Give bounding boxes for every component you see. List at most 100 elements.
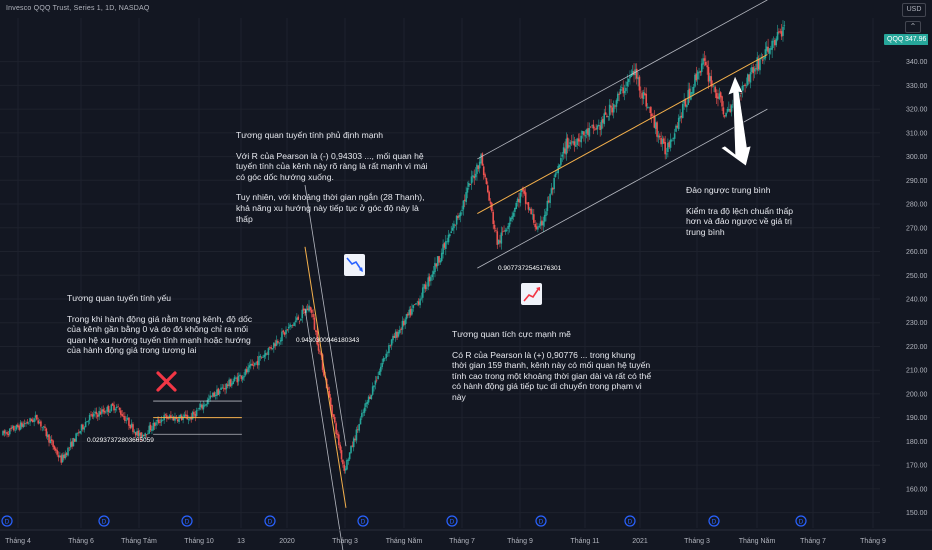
candle (645, 87, 648, 111)
candle (603, 108, 606, 127)
candle (301, 304, 304, 323)
candle (575, 138, 577, 147)
candle (40, 419, 42, 431)
candle (168, 414, 171, 420)
candle (129, 424, 132, 430)
chart-increasing-icon (521, 283, 542, 305)
candle (141, 432, 144, 440)
symbol-price-tag: QQQ (884, 34, 907, 45)
candle (185, 410, 187, 419)
candle (759, 54, 761, 75)
candle (507, 222, 509, 235)
candle (718, 87, 721, 101)
candle (42, 425, 45, 431)
candle (717, 89, 719, 107)
candle (699, 70, 702, 76)
candle (22, 421, 25, 429)
svg-text:D: D (450, 519, 455, 526)
candle (408, 306, 411, 319)
candle (484, 172, 486, 180)
candle (732, 99, 734, 108)
candle (485, 177, 488, 185)
candle (355, 426, 358, 444)
y-tick-label: 170.00 (906, 463, 928, 470)
candle (635, 63, 638, 85)
candle (237, 372, 240, 386)
candle (407, 311, 409, 318)
candle (493, 220, 496, 233)
candle (577, 133, 580, 147)
candle (474, 167, 477, 181)
y-tick-label: 300.00 (906, 154, 928, 161)
candle (273, 342, 275, 353)
candle (453, 220, 455, 234)
candle (3, 429, 6, 437)
candle (710, 69, 713, 94)
candle (380, 363, 382, 376)
candle (646, 103, 649, 109)
candle (152, 419, 155, 432)
candle (145, 434, 148, 439)
candle (268, 346, 271, 350)
candle (342, 459, 344, 468)
candle (138, 429, 141, 439)
candle (247, 363, 249, 375)
candle (96, 412, 99, 421)
candle (541, 216, 543, 231)
candle (36, 414, 38, 421)
dividend-marker: D (1, 515, 13, 527)
candle (279, 337, 282, 345)
candle (388, 343, 390, 357)
candle (755, 64, 757, 75)
candle (587, 122, 589, 142)
channel-bound (304, 308, 344, 550)
candle (72, 437, 75, 447)
candle (377, 371, 379, 380)
candle (686, 104, 688, 113)
candle (148, 422, 151, 434)
candle (155, 419, 157, 430)
candle (570, 134, 573, 146)
candle (430, 275, 432, 286)
candle (779, 28, 782, 34)
candle (88, 413, 91, 425)
candle (384, 357, 386, 362)
candle (344, 465, 347, 474)
candle (543, 208, 546, 227)
candle (692, 84, 695, 96)
y-tick-label: 270.00 (906, 225, 928, 232)
candle (258, 351, 260, 370)
candle (427, 273, 430, 291)
dividend-marker: D (181, 515, 193, 527)
candle (312, 309, 314, 320)
candle (447, 229, 450, 245)
svg-text:D: D (102, 519, 107, 526)
candle (660, 131, 662, 147)
candle (412, 304, 415, 312)
candle (423, 283, 425, 293)
candle (193, 408, 195, 418)
candle (101, 406, 103, 417)
candle (623, 84, 626, 101)
candle (194, 410, 197, 422)
candle (619, 85, 622, 95)
candle (681, 100, 684, 119)
candle (254, 362, 256, 367)
candle (415, 303, 417, 306)
candle (547, 196, 550, 204)
currency-button[interactable]: USD (902, 3, 926, 17)
candle (673, 128, 676, 145)
candle (144, 432, 146, 440)
candle (45, 427, 48, 439)
expand-icon[interactable]: ⌃ (905, 21, 921, 33)
candle (677, 114, 680, 132)
candlestick-series (2, 20, 786, 474)
candle (478, 156, 481, 174)
candle (501, 227, 504, 236)
candle (287, 322, 290, 333)
x-tick-label: Tháng Tám (121, 538, 157, 545)
candle (638, 75, 641, 98)
candle (451, 223, 454, 231)
